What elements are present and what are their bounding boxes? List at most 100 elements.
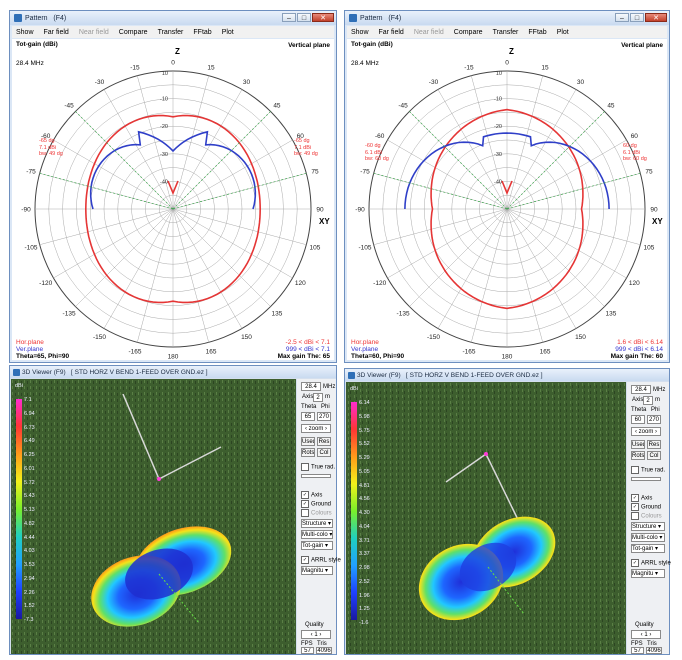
grid-spoke bbox=[53, 139, 174, 210]
multicolor-select[interactable]: Multi-colo ▾ bbox=[301, 530, 333, 539]
theta-input[interactable]: 65 bbox=[301, 412, 315, 421]
pattern-window-right[interactable]: Pattern (F4) – □ ✕ Show Far field Near f… bbox=[344, 10, 670, 363]
minimize-button[interactable]: – bbox=[282, 13, 296, 22]
close-button[interactable]: ✕ bbox=[645, 13, 667, 22]
col-button[interactable]: Col bbox=[317, 448, 331, 457]
menu-near-field[interactable]: Near field bbox=[78, 28, 109, 36]
theta-input[interactable]: 60 bbox=[631, 415, 645, 424]
menu-plot[interactable]: Plot bbox=[221, 28, 234, 36]
menu-far-field[interactable]: Far field bbox=[378, 28, 404, 36]
scale-value: 1.52 bbox=[24, 603, 35, 610]
menu-transfer[interactable]: Transfer bbox=[157, 28, 184, 36]
window-titlebar[interactable]: Pattern (F4) – □ ✕ bbox=[10, 11, 336, 25]
radial-tick-label: -40 bbox=[160, 179, 168, 185]
true-rad-checkbox[interactable]: True rad. bbox=[631, 466, 665, 474]
res-button[interactable]: Res bbox=[317, 437, 331, 446]
window-titlebar[interactable]: Pattern (F4) – □ ✕ bbox=[345, 11, 669, 25]
menu-show[interactable]: Show bbox=[16, 28, 34, 36]
col-button[interactable]: Col bbox=[647, 451, 661, 460]
grid-spoke bbox=[506, 208, 543, 343]
menu-plot[interactable]: Plot bbox=[556, 28, 569, 36]
3d-scene bbox=[11, 379, 296, 654]
left-marker-text: -65 dg 7.1 dBi bw: 49 dg bbox=[39, 138, 63, 157]
maximize-button[interactable]: □ bbox=[630, 13, 644, 22]
vertical-plane-pattern bbox=[430, 108, 584, 310]
grid-spoke bbox=[172, 208, 209, 343]
axis-checkbox[interactable]: ✓ Axis bbox=[631, 494, 653, 502]
true-rad-checkbox[interactable]: True rad. bbox=[301, 463, 335, 471]
angle-label: 135 bbox=[606, 310, 617, 317]
menu-near-field[interactable]: Near field bbox=[413, 28, 444, 36]
ground-checkbox[interactable]: ✓ Ground bbox=[631, 503, 662, 511]
angle-label: 165 bbox=[540, 348, 551, 355]
menu-fftab[interactable]: FFtab bbox=[193, 28, 212, 36]
color-scale-bar bbox=[16, 399, 22, 619]
polar-plot-area[interactable]: 0 15 30 45 60 75 90 105 120 135 150 165 180 -165 -150 -… bbox=[12, 39, 334, 360]
axis-checkbox[interactable]: ✓ Axis bbox=[301, 491, 323, 499]
used-button[interactable]: Used bbox=[631, 440, 645, 449]
frequency-label: 28.4 MHz bbox=[16, 60, 44, 67]
menu-compare[interactable]: Compare bbox=[453, 28, 483, 36]
frequency-label: 28.4 MHz bbox=[351, 60, 379, 67]
angle-label: 150 bbox=[575, 334, 586, 341]
menu-far-field[interactable]: Far field bbox=[43, 28, 69, 36]
menu-transfer[interactable]: Transfer bbox=[492, 28, 519, 36]
phi-input[interactable]: 270 bbox=[317, 412, 331, 421]
transparency-slider[interactable] bbox=[631, 477, 661, 481]
arrl-style-checkbox[interactable]: ✓ ARRL style bbox=[631, 559, 671, 567]
menu-bar: Show Far field Near field Compare Transf… bbox=[12, 26, 334, 38]
axis-input[interactable]: 2 bbox=[643, 396, 653, 405]
radial-tick-label: -10 bbox=[160, 97, 168, 103]
close-button[interactable]: ✕ bbox=[312, 13, 334, 22]
rots-button[interactable]: Rots bbox=[301, 448, 315, 457]
axis-unit: m bbox=[325, 394, 330, 400]
viewer-titlebar[interactable]: 3D Viewer (F9) [ STD HORZ V BEND 1-FEED … bbox=[10, 366, 336, 378]
colours-checkbox[interactable]: Colours bbox=[631, 512, 662, 520]
scale-value: 5.72 bbox=[24, 479, 35, 486]
menu-fftab[interactable]: FFtab bbox=[528, 28, 547, 36]
totgain-select[interactable]: Tot-gain ▾ bbox=[631, 544, 665, 553]
quality-stepper[interactable]: ‹ 1 › bbox=[301, 630, 331, 639]
arrl-style-checkbox[interactable]: ✓ ARRL style bbox=[301, 556, 341, 564]
beamwidth-marker bbox=[409, 111, 508, 210]
frequency-input[interactable]: 28.4 bbox=[631, 385, 651, 394]
hor-plane-legend: Hor.plane bbox=[351, 339, 379, 346]
magnitude-select[interactable]: Magnitu ▾ bbox=[631, 569, 665, 578]
maximize-button[interactable]: □ bbox=[297, 13, 311, 22]
totgain-select[interactable]: Tot-gain ▾ bbox=[301, 541, 333, 550]
angle-label: 90 bbox=[650, 207, 658, 214]
phi-input[interactable]: 270 bbox=[647, 415, 661, 424]
3d-viewer-window-left[interactable]: 3D Viewer (F9) [ STD HORZ V BEND 1-FEED … bbox=[9, 365, 341, 655]
structure-select[interactable]: Structure ▾ bbox=[631, 522, 665, 531]
colours-checkbox[interactable]: Colours bbox=[301, 509, 332, 517]
grid-spoke bbox=[387, 139, 508, 210]
menu-show[interactable]: Show bbox=[351, 28, 369, 36]
magnitude-select[interactable]: Magnitu ▾ bbox=[301, 566, 333, 575]
3d-viewer-window-right[interactable]: 3D Viewer (F9) [ STD HORZ V BEND 1-FEED … bbox=[344, 368, 671, 655]
multicolor-select[interactable]: Multi-colo ▾ bbox=[631, 533, 665, 542]
ground-checkbox[interactable]: ✓ Ground bbox=[301, 500, 332, 508]
3d-view-canvas[interactable]: dBi 7.1 6.94 6.73 6.49 6.25 6.01 5.72 5.43 5.13 4… bbox=[11, 379, 296, 654]
angle-label: 120 bbox=[295, 280, 306, 287]
transparency-slider[interactable] bbox=[301, 474, 331, 478]
frequency-input[interactable]: 28.4 bbox=[301, 382, 321, 391]
rots-button[interactable]: Rots bbox=[631, 451, 645, 460]
3d-view-canvas[interactable]: dBi 6.14 5.98 5.75 5.52 5.29 5.05 4.81 4.56 4.30… bbox=[346, 382, 626, 654]
scale-value: 5.98 bbox=[359, 413, 370, 420]
quality-stepper[interactable]: ‹ 1 › bbox=[631, 630, 661, 639]
control-panel: 28.4 MHz Axis 2 m Theta Phi 65 270 ‹ zoo… bbox=[297, 379, 341, 654]
pattern-window-left[interactable]: Pattern (F4) – □ ✕ Show Far field Near f… bbox=[9, 10, 337, 363]
zoom-control[interactable]: ‹ zoom › bbox=[631, 427, 661, 436]
zoom-control[interactable]: ‹ zoom › bbox=[301, 424, 331, 433]
res-button[interactable]: Res bbox=[647, 440, 661, 449]
menu-compare[interactable]: Compare bbox=[118, 28, 148, 36]
minimize-button[interactable]: – bbox=[615, 13, 629, 22]
right-marker-text: 60 dg 6.1 dBi bw: 60 dg bbox=[623, 143, 647, 162]
polar-plot-area[interactable]: 0 15 30 45 60 75 90 105 120 135 150 165 180 -165 -150 -… bbox=[347, 39, 667, 360]
beamwidth-marker bbox=[373, 172, 508, 210]
used-button[interactable]: Used bbox=[301, 437, 315, 446]
axis-input[interactable]: 2 bbox=[313, 393, 323, 402]
viewer-titlebar[interactable]: 3D Viewer (F9) [ STD HORZ V BEND 1-FEED … bbox=[345, 369, 669, 381]
structure-select[interactable]: Structure ▾ bbox=[301, 519, 333, 528]
angle-label: 150 bbox=[241, 334, 252, 341]
